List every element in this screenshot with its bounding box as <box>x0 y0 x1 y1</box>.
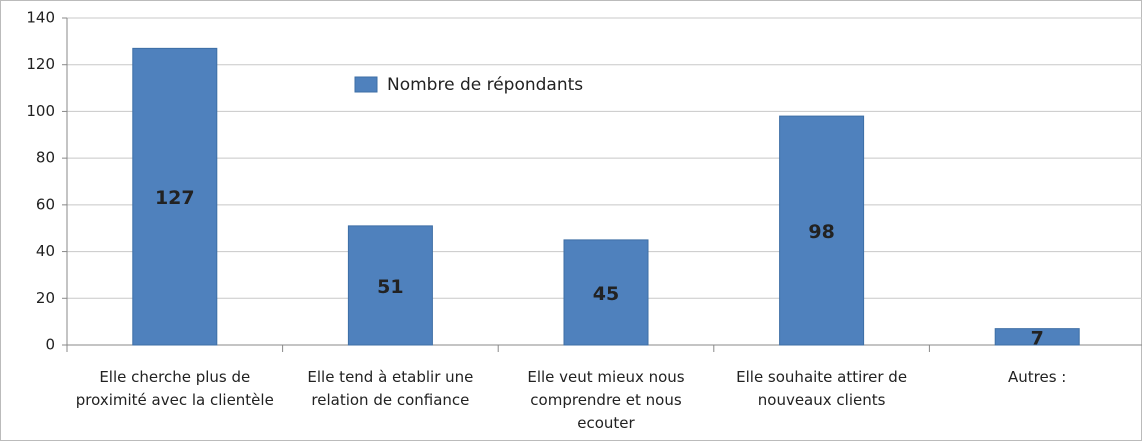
y-tick-label: 60 <box>36 195 55 213</box>
value-label: 7 <box>1031 327 1044 349</box>
y-tick-label: 20 <box>36 289 55 307</box>
x-tick-label: Elle souhaite attirer de nouveaux client… <box>736 368 908 409</box>
y-tick-label: 0 <box>45 336 55 354</box>
value-label: 51 <box>377 276 403 298</box>
y-tick-label: 40 <box>36 242 55 260</box>
x-tick-label: Elle tend à etablir une relation de conf… <box>307 368 474 409</box>
bar <box>994 328 1080 346</box>
x-tick-label: Autres : <box>1008 368 1067 386</box>
y-tick-label: 80 <box>36 149 55 167</box>
x-tick-label: Elle cherche plus de proximité avec la c… <box>75 368 274 409</box>
y-tick-label: 140 <box>26 9 55 27</box>
value-label: 45 <box>593 283 619 305</box>
bar <box>563 239 649 346</box>
y-tick-label: 100 <box>26 102 55 120</box>
value-label: 127 <box>155 187 195 209</box>
bar <box>347 225 433 346</box>
legend-label: Nombre de répondants <box>387 75 583 95</box>
bar <box>132 47 218 346</box>
value-label: 98 <box>808 221 834 243</box>
legend-swatch <box>354 76 378 93</box>
y-tick-label: 120 <box>26 55 55 73</box>
x-tick-label: Elle veut mieux nous comprendre et nous … <box>527 368 685 432</box>
bar <box>779 115 865 346</box>
